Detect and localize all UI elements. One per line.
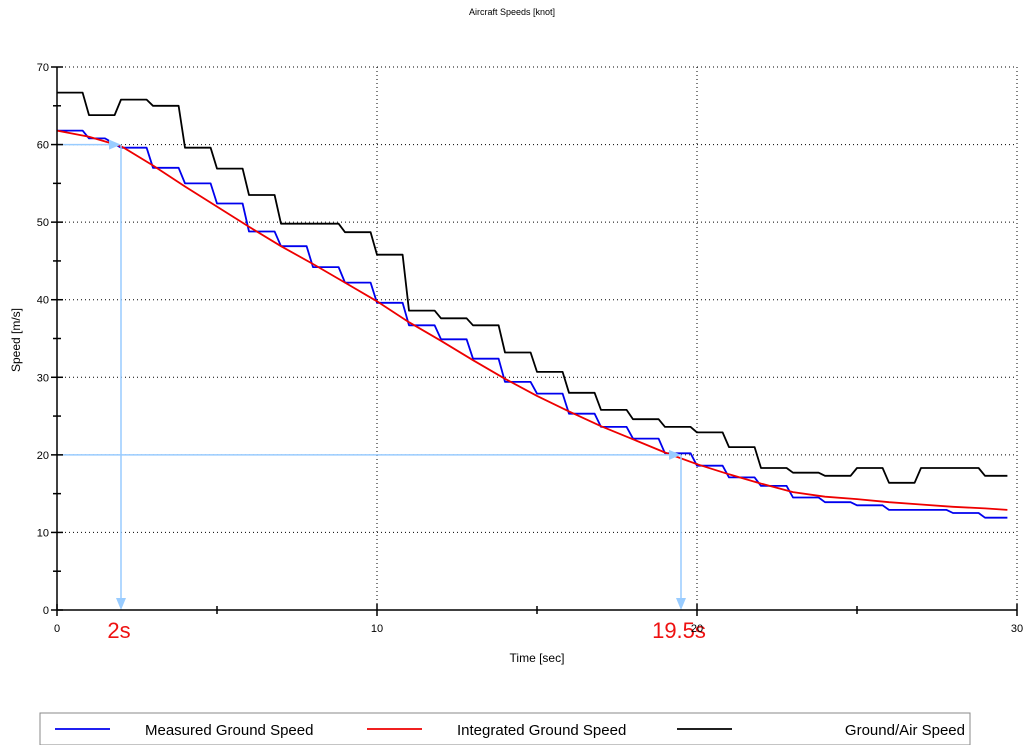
y-tick-label: 20 [37,450,49,462]
annotation-arrow-right [109,139,121,150]
y-axis-title: Speed [m/s] [9,308,23,372]
annotation-label: 2s [107,618,130,643]
series-layer [56,91,1008,519]
x-tick-label: 20 [691,623,703,635]
series-line-3 [57,91,1008,484]
annotation-arrow-down [116,598,126,610]
y-tick-label: 40 [37,295,49,307]
annotation-arrow-down [676,598,686,610]
legend-label: Integrated Ground Speed [457,722,626,739]
y-tick-label: 0 [43,605,49,617]
series-line-1 [57,129,1008,519]
x-tick-label: 30 [1011,623,1023,635]
series-line-2 [56,129,1008,511]
annotation-layer: 2s 19.5s [57,139,706,643]
x-axis-title: Time [sec] [510,651,565,665]
annotation-label: 19.5s [652,618,706,643]
x-tick-label: 10 [371,623,383,635]
y-tick-label: 50 [37,217,49,229]
legend-box [39,712,971,745]
y-tick-label: 30 [37,372,49,384]
y-tick-label: 10 [37,527,49,539]
y-tick-label: 60 [37,140,49,152]
legend: Measured Ground Speed Integrated Ground S… [39,712,971,745]
y-tick-label: 70 [37,62,49,74]
legend-label: Measured Ground Speed [145,722,313,739]
annotation-arrow-right [669,449,681,460]
x-tick-label: 0 [54,623,60,635]
tick-labels: 0 10 20 30 0 10 20 30 40 50 60 70 [37,62,1023,635]
legend-label: Ground/Air Speed [845,722,965,739]
chart-title: Aircraft Speeds [knot] [469,7,555,17]
axes [51,66,1018,616]
